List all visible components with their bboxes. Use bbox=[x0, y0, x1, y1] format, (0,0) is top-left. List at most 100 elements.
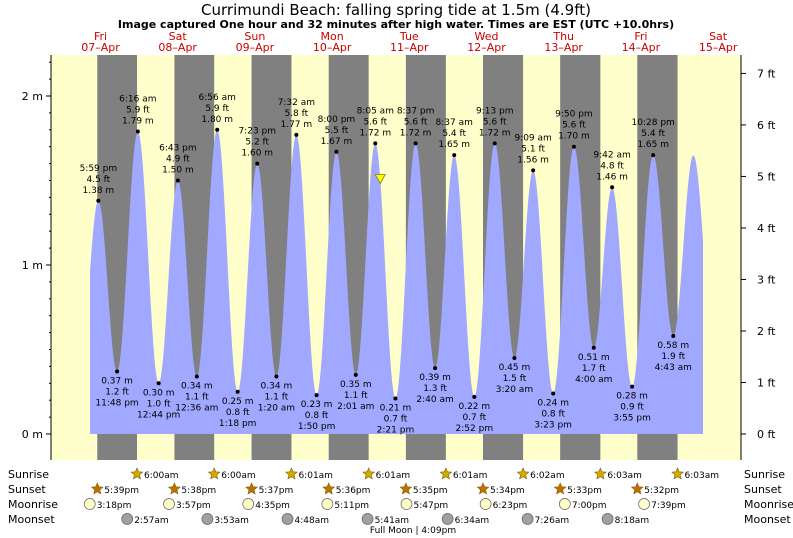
high-tide-label: 5:59 pm bbox=[80, 164, 118, 174]
moonset-row-label-left: Moonset bbox=[8, 513, 55, 526]
right-tick-label: 2 ft bbox=[757, 325, 776, 338]
moonrise-time: 5:47pm bbox=[414, 501, 449, 511]
right-tick-label: 0 ft bbox=[757, 428, 776, 441]
high-tide-label: 6:16 am bbox=[119, 94, 156, 104]
tide-point bbox=[235, 389, 240, 394]
moonrise-time: 5:11pm bbox=[334, 501, 369, 511]
moonrise-moon-icon bbox=[83, 498, 96, 510]
tide-point bbox=[551, 391, 556, 396]
high-tide-label: 5.6 ft bbox=[562, 121, 586, 131]
day-date: 15–Apr bbox=[699, 41, 738, 54]
high-tide-label: 7:23 pm bbox=[238, 127, 276, 137]
low-tide-label: 1.0 ft bbox=[147, 399, 171, 409]
sunrise-time: 6:01am bbox=[376, 471, 411, 481]
high-tide-label: 4.9 ft bbox=[166, 155, 190, 165]
high-tide-label: 8:05 am bbox=[357, 106, 394, 116]
moonrise-moon-icon bbox=[638, 498, 650, 510]
right-tick-label: 3 ft bbox=[757, 273, 776, 286]
sunrise-time: 6:03am bbox=[607, 471, 642, 481]
day-date: 09–Apr bbox=[236, 41, 275, 54]
star-icon bbox=[439, 467, 453, 480]
low-tide-label: 0.7 ft bbox=[462, 413, 486, 423]
day-date: 08–Apr bbox=[158, 41, 197, 54]
low-tide-label: 0.9 ft bbox=[620, 403, 644, 413]
high-tide-label: 1.65 m bbox=[438, 140, 470, 150]
sunset-time: 5:38pm bbox=[181, 486, 216, 496]
high-tide-label: 9:13 pm bbox=[476, 106, 514, 116]
star-icon bbox=[630, 482, 644, 495]
tide-point bbox=[492, 141, 497, 146]
high-tide-label: 1.65 m bbox=[637, 140, 669, 150]
tide-point bbox=[255, 161, 260, 166]
high-tide-label: 1.50 m bbox=[162, 166, 194, 176]
day-date: 07–Apr bbox=[81, 41, 120, 54]
low-tide-label: 0.8 ft bbox=[226, 408, 250, 418]
moonrise-row-label-left: Moonrise bbox=[8, 498, 58, 511]
moonset-time: 4:48am bbox=[295, 516, 330, 526]
star-icon bbox=[90, 482, 104, 495]
low-tide-label: 0.8 ft bbox=[305, 411, 329, 421]
moonset-moon-icon bbox=[201, 513, 214, 525]
sunset-time: 5:32pm bbox=[644, 486, 679, 496]
sunrise-row-label-right: Sunrise bbox=[744, 468, 785, 481]
moonset-time: 5:41am bbox=[375, 516, 410, 526]
moonrise-moon-icon bbox=[400, 498, 413, 510]
low-tide-label: 2:01 am bbox=[337, 402, 374, 412]
sunset-row-label-right: Sunset bbox=[744, 483, 782, 496]
day-name: Wed bbox=[475, 30, 499, 43]
moonset-moon-icon bbox=[521, 513, 534, 525]
high-tide-label: 1.72 m bbox=[359, 128, 391, 138]
high-tide-label: 5.9 ft bbox=[126, 105, 150, 115]
high-tide-label: 6:43 pm bbox=[159, 144, 197, 154]
star-icon bbox=[167, 482, 181, 495]
tide-point bbox=[353, 372, 358, 377]
star-icon bbox=[399, 482, 413, 495]
low-tide-label: 0.35 m bbox=[340, 380, 372, 390]
moonset-moon-icon bbox=[601, 513, 614, 525]
low-tide-label: 1.3 ft bbox=[423, 384, 447, 394]
high-tide-label: 5.6 ft bbox=[483, 117, 507, 127]
low-tide-label: 3:55 pm bbox=[613, 414, 651, 424]
tide-point bbox=[452, 153, 457, 158]
chart-title: Currimundi Beach: falling spring tide at… bbox=[201, 1, 591, 19]
right-tick-label: 1 ft bbox=[757, 376, 776, 389]
tide-point bbox=[194, 374, 199, 379]
sunset-time: 5:36pm bbox=[336, 486, 371, 496]
high-tide-label: 6:56 am bbox=[199, 93, 236, 103]
low-tide-label: 0.24 m bbox=[537, 398, 569, 408]
high-tide-label: 5.8 ft bbox=[284, 109, 308, 119]
sunset-time: 5:35pm bbox=[413, 486, 448, 496]
tide-point bbox=[96, 198, 101, 203]
day-name: Mon bbox=[320, 30, 343, 43]
tide-point bbox=[472, 394, 477, 399]
high-tide-label: 1.72 m bbox=[400, 128, 432, 138]
day-date: 11–Apr bbox=[390, 41, 429, 54]
tide-point bbox=[610, 185, 615, 190]
low-tide-label: 0.8 ft bbox=[541, 409, 565, 419]
high-tide-label: 1.38 m bbox=[83, 186, 115, 196]
high-tide-label: 10:28 pm bbox=[632, 118, 675, 128]
low-tide-label: 11:48 pm bbox=[95, 398, 138, 408]
low-tide-label: 1:18 pm bbox=[219, 419, 257, 429]
sunrise-time: 6:01am bbox=[298, 471, 333, 481]
star-icon bbox=[516, 467, 530, 480]
tide-point bbox=[531, 168, 536, 173]
low-tide-label: 1.7 ft bbox=[582, 364, 606, 374]
tide-point bbox=[591, 345, 596, 350]
star-icon bbox=[593, 467, 607, 480]
left-tick-label: 0 m bbox=[22, 428, 43, 441]
day-name: Sat bbox=[169, 30, 188, 43]
star-icon bbox=[322, 482, 336, 495]
moonrise-moon-icon bbox=[242, 498, 255, 510]
moonset-time: 7:26am bbox=[535, 516, 570, 526]
tide-point bbox=[135, 129, 140, 134]
high-tide-label: 5.6 ft bbox=[363, 117, 387, 127]
day-name: Fri bbox=[94, 30, 107, 43]
low-tide-label: 4:43 am bbox=[655, 363, 692, 373]
high-tide-label: 1.70 m bbox=[558, 132, 590, 142]
tide-point bbox=[433, 366, 438, 371]
day-name: Sun bbox=[244, 30, 265, 43]
left-tick-label: 1 m bbox=[22, 259, 43, 272]
moonset-time: 3:53am bbox=[214, 516, 249, 526]
tide-point bbox=[334, 149, 339, 154]
